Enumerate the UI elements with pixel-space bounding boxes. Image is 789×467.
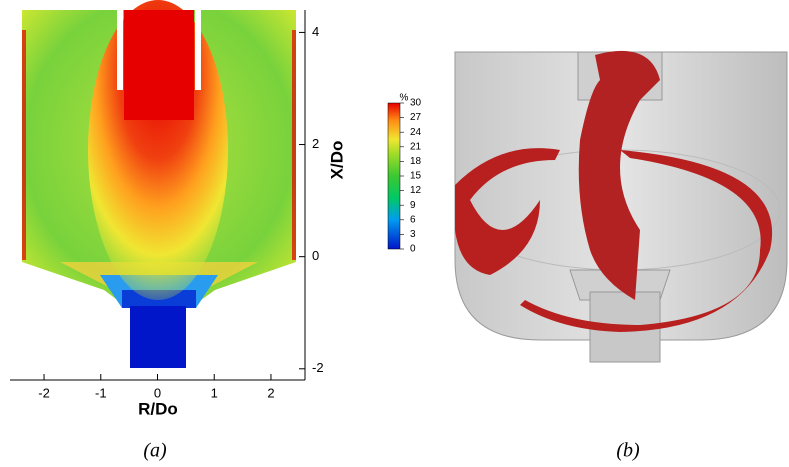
colorbar-tick-label: 12	[410, 185, 422, 196]
caption: (b)	[616, 440, 640, 462]
jet-core	[124, 10, 194, 120]
colorbar-scale	[388, 103, 400, 249]
colorbar-tick-label: 30	[410, 98, 422, 109]
x-tick-label: 2	[267, 385, 274, 400]
colorbar-tick-label: 0	[410, 244, 416, 255]
edge	[292, 30, 296, 260]
wall	[195, 10, 201, 90]
y-tick-label: 4	[312, 24, 319, 39]
y-label: X/Do	[327, 141, 346, 180]
render-3d	[455, 51, 787, 362]
wall	[117, 10, 123, 90]
x-tick-label: -1	[95, 385, 107, 400]
edge	[22, 30, 26, 260]
colorbar-label: %	[400, 93, 409, 104]
y-tick-label: 2	[312, 136, 319, 151]
colorbar-tick-label: 9	[410, 200, 416, 211]
y-tick-label: 0	[312, 248, 319, 263]
colorbar-tick-label: 3	[410, 229, 416, 240]
x-label: R/Do	[138, 399, 178, 418]
y-tick-label: -2	[312, 360, 324, 375]
contour-field	[22, 0, 296, 368]
x-tick-label: -2	[38, 385, 50, 400]
colorbar-tick-label: 6	[410, 214, 416, 225]
colorbar-tick-label: 27	[410, 112, 422, 123]
x-tick-label: 0	[154, 385, 161, 400]
x-tick-label: 1	[211, 385, 218, 400]
colorbar-tick-label: 18	[410, 156, 422, 167]
colorbar-tick-label: 21	[410, 141, 422, 152]
colorbar: %	[388, 93, 409, 249]
caption: (a)	[143, 440, 167, 462]
colorbar-tick-label: 24	[410, 127, 422, 138]
figure: R/Do X/Do -2-1012-2024 % (a) (b) 0369121…	[0, 0, 789, 467]
colorbar-tick-label: 15	[410, 171, 422, 182]
region	[130, 306, 186, 368]
